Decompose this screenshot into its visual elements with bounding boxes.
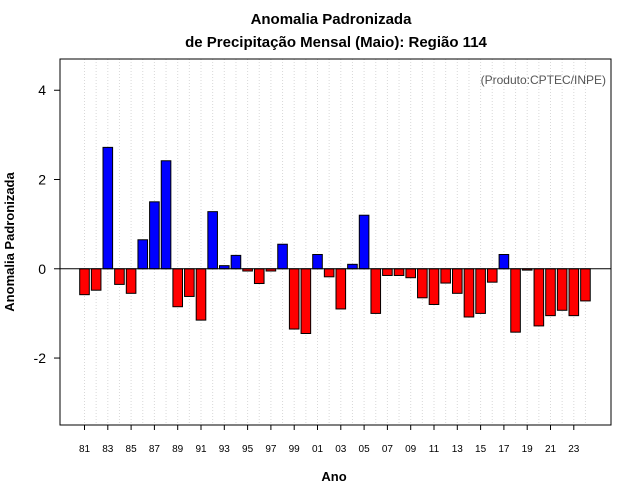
bar-81 [79, 268, 90, 296]
x-tick-label: 07 [382, 444, 394, 455]
y-axis-label: Anomalia Padronizada [2, 172, 17, 312]
x-tick-label: 97 [265, 444, 277, 455]
x-tick-label: 15 [475, 444, 487, 455]
x-tick-label: 93 [219, 444, 231, 455]
x-tick-label: 91 [195, 444, 207, 455]
bar-20 [533, 268, 545, 327]
y-tick-label: -2 [34, 350, 47, 366]
bar-13 [452, 268, 463, 294]
x-tick-label: 95 [242, 444, 254, 455]
bar-92 [207, 211, 218, 270]
bar-08 [393, 268, 405, 276]
x-tick-label: 21 [545, 444, 557, 455]
x-tick-label: 81 [79, 444, 91, 455]
bar-22 [556, 268, 568, 311]
x-tick-label: 23 [568, 444, 580, 455]
bar-87 [149, 201, 160, 270]
bar-11 [428, 268, 440, 305]
chart-title-line-2: de Precipitação Mensal (Maio): Região 11… [185, 34, 487, 51]
plot-frame [59, 58, 612, 426]
bar-84 [114, 268, 125, 285]
bar-89 [172, 268, 183, 308]
bar-23 [568, 268, 580, 317]
x-tick-label: 11 [429, 444, 440, 455]
bar-17 [498, 253, 510, 270]
bar-98 [277, 243, 288, 270]
bar-02 [323, 268, 335, 278]
bar-85 [125, 268, 137, 294]
y-axis: -2 0 2 4 [34, 82, 60, 366]
chart-title-line-1: Anomalia Padronizada [251, 11, 413, 28]
bar-09 [405, 268, 416, 279]
bar-07 [382, 268, 393, 276]
y-tick-label: 2 [38, 172, 46, 188]
x-tick-label: 19 [522, 444, 534, 455]
y-tick-label: 0 [38, 261, 46, 277]
x-axis: 81 83 85 87 89 91 93 95 97 99 01 03 05 07 09 11 13 15 17 19… [79, 425, 580, 455]
x-tick-label: 17 [498, 444, 510, 455]
bar-24 [580, 268, 591, 302]
bar-14 [463, 268, 475, 318]
x-tick-label: 87 [149, 444, 161, 455]
bar-91 [195, 268, 207, 321]
x-axis-label: Ano [321, 469, 346, 484]
x-tick-label: 13 [452, 444, 464, 455]
credit-note: (Produto:CPTEC/INPE) [481, 73, 606, 87]
x-tick-label: 03 [335, 444, 347, 455]
x-tick-label: 09 [405, 444, 417, 455]
x-tick-label: 83 [102, 444, 114, 455]
bar-83 [102, 146, 114, 270]
bar-88 [160, 160, 172, 270]
bar-86 [137, 239, 149, 270]
y-tick-label: 4 [38, 82, 46, 98]
bar-06 [370, 268, 382, 314]
bar-04 [347, 263, 358, 270]
bar-15 [475, 268, 486, 314]
x-tick-label: 89 [172, 444, 184, 455]
bar-05 [358, 214, 370, 270]
bar-82 [90, 268, 102, 291]
x-tick-label: 85 [126, 444, 138, 455]
bar-99 [288, 268, 300, 330]
bar-18 [510, 268, 521, 333]
bar-21 [545, 268, 556, 317]
bar-03 [335, 268, 347, 310]
bar-94 [230, 254, 242, 270]
x-tick-label: 01 [312, 444, 324, 455]
bar-12 [440, 268, 451, 284]
bar-10 [417, 268, 428, 299]
bar-96 [253, 268, 265, 285]
bars [79, 146, 591, 334]
bar-90 [184, 268, 195, 297]
bar-16 [486, 268, 498, 283]
bar-00 [300, 268, 312, 334]
bar-01 [312, 253, 323, 270]
x-tick-label: 05 [359, 444, 371, 455]
x-tick-label: 99 [289, 444, 301, 455]
